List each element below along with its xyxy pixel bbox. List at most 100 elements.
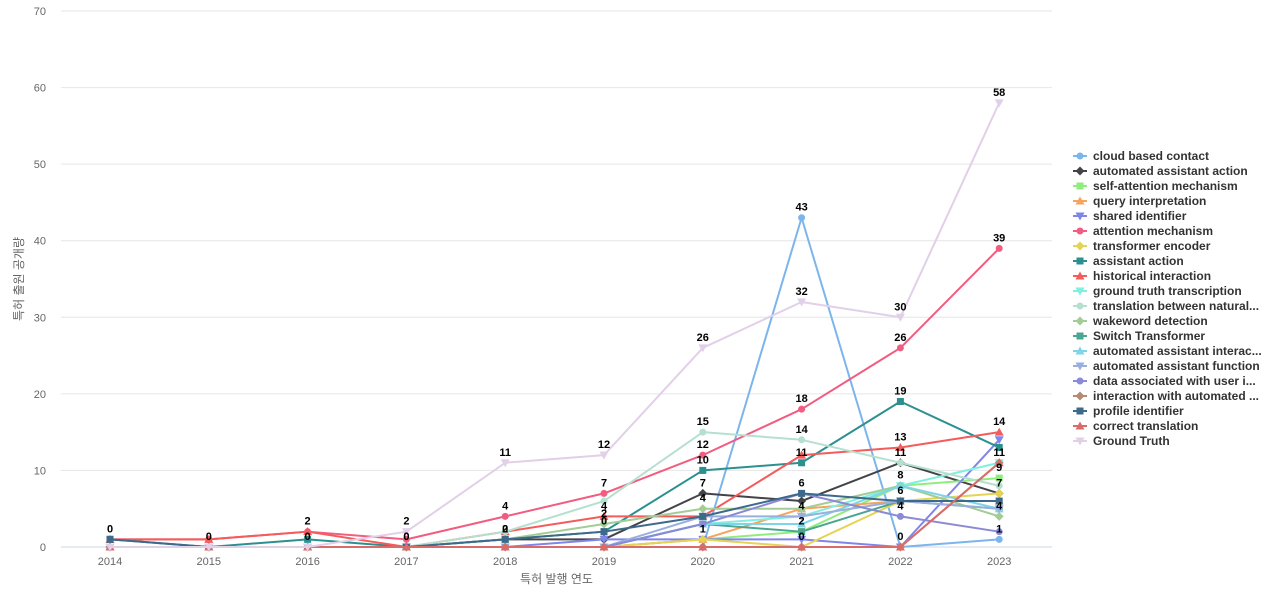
data-point <box>599 542 609 551</box>
data-label: 4 <box>897 500 904 512</box>
legend-label: self-attention mechanism <box>1093 179 1238 193</box>
data-point <box>599 451 609 460</box>
legend-item[interactable]: correct translation <box>1073 419 1198 433</box>
legend-item[interactable]: automated assistant action <box>1073 164 1248 178</box>
legend-item[interactable]: profile identifier <box>1073 404 1184 418</box>
legend-label: interaction with automated ... <box>1093 389 1259 403</box>
data-point <box>599 535 609 544</box>
legend-item[interactable]: transformer encoder <box>1073 239 1211 253</box>
legend-item[interactable]: automated assistant interac... <box>1073 344 1262 358</box>
legend-label: shared identifier <box>1093 209 1187 223</box>
data-point <box>797 450 807 459</box>
x-tick-label: 2018 <box>493 556 517 568</box>
data-point <box>599 519 609 529</box>
data-point <box>304 535 312 543</box>
data-point <box>895 481 905 490</box>
legend-item[interactable]: translation between natural... <box>1073 299 1259 313</box>
legend-item[interactable]: self-attention mechanism <box>1073 179 1238 193</box>
data-point <box>797 298 807 307</box>
legend-item[interactable]: historical interaction <box>1073 269 1211 283</box>
legend-item[interactable]: assistant action <box>1073 254 1184 268</box>
data-label: 1 <box>996 523 1002 535</box>
series-17 <box>106 489 1003 551</box>
data-label: 19 <box>894 386 906 398</box>
data-label: 2 <box>601 508 607 520</box>
data-point <box>401 528 411 537</box>
data-label: 10 <box>697 454 709 466</box>
data-label: 14 <box>993 416 1006 428</box>
legend-item[interactable]: wakeword detection <box>1073 314 1208 328</box>
x-tick-label: 2020 <box>691 556 715 568</box>
data-label: 0 <box>206 531 212 543</box>
data-point <box>600 497 608 505</box>
data-label: 0 <box>799 531 805 543</box>
legend-label: correct translation <box>1093 419 1198 433</box>
legend-item[interactable]: automated assistant function <box>1073 359 1260 373</box>
y-tick-label: 60 <box>34 83 46 95</box>
series-19 <box>105 99 1004 552</box>
legend-item[interactable]: data associated with user i... <box>1073 374 1256 388</box>
data-point <box>995 244 1003 252</box>
data-label: 8 <box>897 470 903 482</box>
data-point <box>798 436 806 444</box>
legend-marker <box>1075 212 1085 221</box>
data-point <box>994 427 1004 436</box>
data-point <box>798 459 806 467</box>
y-axis-ticks: 0 10 20 30 40 50 60 70 <box>34 6 46 554</box>
data-label: 0 <box>305 531 311 543</box>
data-label: 39 <box>993 232 1005 244</box>
data-point <box>895 542 905 551</box>
legend-marker <box>1076 152 1084 160</box>
legend-item[interactable]: Ground Truth <box>1073 434 1170 448</box>
legend-marker <box>1075 437 1085 446</box>
data-point <box>994 505 1004 514</box>
data-label: 2 <box>502 523 508 535</box>
data-label: 0 <box>601 516 607 528</box>
data-point <box>501 512 509 520</box>
legend-item[interactable]: query interpretation <box>1073 194 1206 208</box>
data-point <box>995 535 1003 543</box>
data-label: 11 <box>993 447 1005 459</box>
data-label: 0 <box>502 523 508 535</box>
legend-label: Ground Truth <box>1093 434 1170 448</box>
legend-item[interactable]: cloud based contact <box>1073 149 1209 163</box>
legend-item[interactable]: Switch Transformer <box>1073 329 1205 343</box>
data-point <box>402 535 410 543</box>
legend-item[interactable]: shared identifier <box>1073 209 1187 223</box>
legend-label: automated assistant action <box>1093 164 1248 178</box>
data-point <box>699 466 707 474</box>
y-tick-label: 10 <box>34 465 46 477</box>
data-label: 0 <box>403 531 409 543</box>
data-point <box>204 534 214 543</box>
data-label: 11 <box>499 447 511 459</box>
data-point <box>797 504 807 514</box>
data-point <box>994 488 1004 498</box>
legend-marker <box>1075 362 1085 371</box>
data-point <box>600 528 608 536</box>
legend-label: query interpretation <box>1093 194 1206 208</box>
legend-label: translation between natural... <box>1093 299 1259 313</box>
legend-label: automated assistant function <box>1093 359 1260 373</box>
data-point <box>698 504 708 514</box>
data-point <box>797 519 807 528</box>
data-point <box>994 99 1004 108</box>
legend-item[interactable]: ground truth transcription <box>1073 284 1242 298</box>
legend-label: historical interaction <box>1093 269 1211 283</box>
x-tick-label: 2021 <box>789 556 813 568</box>
data-point <box>896 512 904 520</box>
legend-label: automated assistant interac... <box>1093 344 1262 358</box>
data-label: 4 <box>502 500 509 512</box>
data-point <box>698 534 708 544</box>
data-label: 4 <box>700 493 707 505</box>
data-label: 7 <box>700 477 706 489</box>
x-tick-label: 2019 <box>592 556 616 568</box>
legend-item[interactable]: attention mechanism <box>1073 224 1213 238</box>
data-label: 26 <box>697 332 709 344</box>
legend-item[interactable]: interaction with automated ... <box>1073 389 1259 403</box>
data-label: 7 <box>601 477 607 489</box>
data-label: 18 <box>795 393 807 405</box>
legend-marker <box>1076 377 1084 385</box>
legend-label: transformer encoder <box>1093 239 1211 253</box>
data-label: 12 <box>598 439 610 451</box>
